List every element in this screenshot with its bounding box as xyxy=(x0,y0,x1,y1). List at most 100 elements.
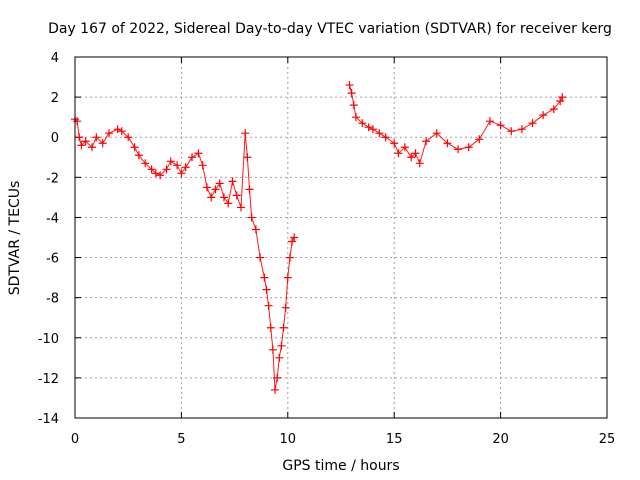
series-trace xyxy=(349,84,563,164)
data-point xyxy=(432,129,441,138)
y-tick-label: -12 xyxy=(38,372,59,387)
data-point xyxy=(260,273,269,282)
x-tick-label: 5 xyxy=(177,432,185,447)
chart-title: Day 167 of 2022, Sidereal Day-to-day VTE… xyxy=(48,21,612,37)
data-point xyxy=(422,137,431,146)
data-point xyxy=(188,153,197,162)
data-point xyxy=(464,143,473,152)
x-tick-label: 25 xyxy=(599,432,616,447)
y-tick-label: -2 xyxy=(46,171,59,186)
y-tick-label: -8 xyxy=(46,292,59,307)
plot-frame xyxy=(74,56,608,419)
data-point xyxy=(194,149,203,158)
data-point xyxy=(279,323,288,332)
data-point xyxy=(290,233,299,242)
x-axis-label: GPS time / hours xyxy=(282,458,399,474)
data-point xyxy=(156,171,165,180)
data-point xyxy=(134,151,143,160)
series-group xyxy=(71,115,299,394)
data-point xyxy=(277,341,286,350)
data-point xyxy=(177,169,186,178)
data-point xyxy=(202,183,211,192)
data-point xyxy=(485,117,494,126)
data-point xyxy=(219,193,228,202)
y-axis-label: SDTVAR / TECUs xyxy=(7,181,23,296)
data-point xyxy=(245,185,254,194)
y-tick-label: 4 xyxy=(51,51,59,66)
data-point xyxy=(358,119,367,128)
data-point xyxy=(215,179,224,188)
data-point xyxy=(268,345,277,354)
x-tick-label: 15 xyxy=(386,432,403,447)
data-point xyxy=(381,133,390,142)
data-point xyxy=(454,145,463,154)
data-point xyxy=(130,143,139,152)
data-point xyxy=(351,113,360,122)
y-tick-label: -4 xyxy=(46,211,59,226)
data-point xyxy=(364,123,373,132)
data-point xyxy=(211,185,220,194)
data-point xyxy=(166,157,175,166)
y-axis: -14 -12 -10 -8 -6 -4 -2 0 2 4 xyxy=(38,51,607,427)
data-point xyxy=(251,225,260,234)
data-point xyxy=(232,191,241,200)
data-point xyxy=(443,139,452,148)
series-trace xyxy=(74,118,295,391)
data-point xyxy=(549,105,558,114)
y-tick-label: 2 xyxy=(51,91,59,106)
y-tick-label: 0 xyxy=(51,131,59,146)
data-point xyxy=(375,129,384,138)
data-point xyxy=(75,133,84,142)
data-point xyxy=(173,161,182,170)
data-point xyxy=(98,139,107,148)
data-point xyxy=(256,253,265,262)
data-point xyxy=(368,125,377,134)
y-tick-label: -6 xyxy=(46,252,59,267)
data-point xyxy=(283,273,292,282)
data-point xyxy=(558,93,567,102)
data-point xyxy=(88,143,97,152)
data-point xyxy=(262,285,271,294)
data-point xyxy=(151,169,160,178)
data-point xyxy=(264,301,273,310)
data-point xyxy=(266,323,275,332)
data-point xyxy=(475,135,484,144)
x-tick-label: 0 xyxy=(71,432,79,447)
data-point xyxy=(198,161,207,170)
data-point xyxy=(528,119,537,128)
data-point xyxy=(224,199,233,208)
data-point xyxy=(347,89,356,98)
data-point xyxy=(285,253,294,262)
data-point xyxy=(539,111,548,120)
data-point xyxy=(507,127,516,136)
data-point xyxy=(271,385,280,394)
data-point xyxy=(517,125,526,134)
data-point xyxy=(390,139,399,148)
series-group xyxy=(345,81,567,168)
data-point xyxy=(141,159,150,168)
data-point xyxy=(243,153,252,162)
data-point xyxy=(73,117,82,126)
data-point xyxy=(113,125,122,134)
data-point xyxy=(411,149,420,158)
data-point xyxy=(407,153,416,162)
data-point xyxy=(273,373,282,382)
data-point xyxy=(400,143,409,152)
y-tick-label: -10 xyxy=(38,332,59,347)
data-point xyxy=(281,303,290,312)
data-point xyxy=(207,193,216,202)
data-point xyxy=(92,133,101,142)
data-point xyxy=(181,163,190,172)
data-point xyxy=(117,127,126,136)
data-point xyxy=(247,213,256,222)
series-layer xyxy=(71,81,567,394)
data-point xyxy=(556,97,565,106)
data-point xyxy=(236,203,245,212)
data-point xyxy=(124,133,133,142)
x-tick-label: 10 xyxy=(280,432,297,447)
data-point xyxy=(77,141,86,150)
data-point xyxy=(105,129,114,138)
data-point xyxy=(394,149,403,158)
data-point xyxy=(496,121,505,130)
